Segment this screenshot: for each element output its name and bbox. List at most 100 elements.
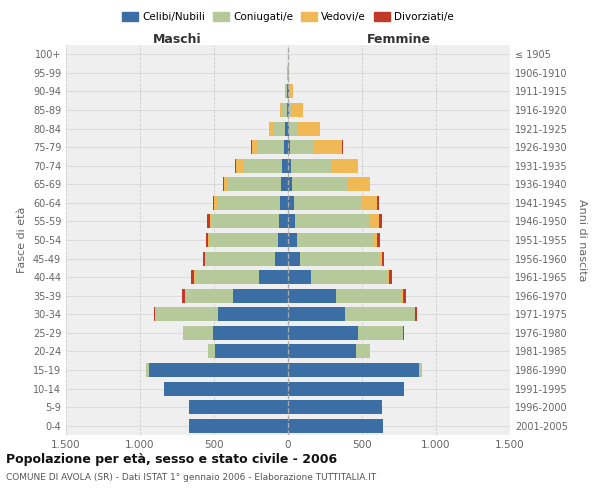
Bar	[283, 103, 287, 117]
Bar	[382, 252, 384, 266]
Bar	[223, 178, 224, 191]
Bar	[296, 233, 373, 247]
Bar	[280, 196, 288, 210]
Y-axis label: Fasce di età: Fasce di età	[17, 207, 27, 273]
Bar	[288, 140, 290, 154]
Bar	[288, 270, 311, 284]
Bar	[251, 140, 257, 154]
Bar	[283, 159, 288, 172]
Bar	[377, 233, 380, 247]
Bar	[286, 84, 287, 98]
Bar	[205, 252, 206, 266]
Bar	[194, 270, 195, 284]
Bar	[288, 196, 293, 210]
Bar	[203, 252, 205, 266]
Text: COMUNE DI AVOLA (SR) - Dati ISTAT 1° gennaio 2006 - Elaborazione TUTTITALIA.IT: COMUNE DI AVOLA (SR) - Dati ISTAT 1° gen…	[6, 472, 376, 482]
Bar	[288, 419, 383, 432]
Legend: Celibi/Nubili, Coniugati/e, Vedovi/e, Divorziati/e: Celibi/Nubili, Coniugati/e, Vedovi/e, Di…	[120, 10, 456, 24]
Bar	[347, 178, 370, 191]
Bar	[189, 419, 288, 432]
Bar	[290, 140, 313, 154]
Bar	[286, 122, 288, 136]
Bar	[370, 214, 379, 228]
Bar	[269, 122, 274, 136]
Bar	[206, 214, 209, 228]
Bar	[284, 140, 288, 154]
Bar	[389, 270, 392, 284]
Bar	[146, 363, 149, 377]
Bar	[229, 178, 281, 191]
Bar	[257, 140, 284, 154]
Text: Femmine: Femmine	[367, 33, 431, 46]
Bar	[164, 382, 288, 396]
Bar	[274, 122, 286, 136]
Bar	[293, 196, 362, 210]
Bar	[195, 270, 259, 284]
Bar	[373, 233, 377, 247]
Bar	[288, 344, 356, 358]
Bar	[281, 178, 288, 191]
Bar	[243, 159, 283, 172]
Bar	[288, 326, 358, 340]
Bar	[155, 308, 218, 322]
Bar	[290, 159, 331, 172]
Text: Popolazione per età, sesso e stato civile - 2006: Popolazione per età, sesso e stato civil…	[6, 452, 337, 466]
Y-axis label: Anni di nascita: Anni di nascita	[577, 198, 587, 281]
Bar	[280, 103, 283, 117]
Bar	[278, 233, 288, 247]
Bar	[288, 233, 296, 247]
Bar	[235, 159, 236, 172]
Bar	[218, 308, 288, 322]
Bar	[288, 400, 382, 414]
Bar	[214, 196, 217, 210]
Bar	[288, 289, 336, 302]
Bar	[402, 289, 403, 302]
Bar	[211, 214, 280, 228]
Bar	[311, 270, 387, 284]
Bar	[379, 252, 382, 266]
Bar	[212, 326, 288, 340]
Bar	[182, 326, 184, 340]
Bar	[275, 252, 288, 266]
Bar	[191, 270, 194, 284]
Bar	[288, 122, 289, 136]
Bar	[288, 214, 295, 228]
Bar	[185, 289, 233, 302]
Bar	[289, 84, 293, 98]
Bar	[313, 140, 343, 154]
Bar	[387, 270, 389, 284]
Bar	[217, 196, 280, 210]
Bar	[224, 178, 229, 191]
Bar	[298, 122, 320, 136]
Bar	[287, 84, 288, 98]
Bar	[415, 308, 417, 322]
Bar	[336, 289, 402, 302]
Bar	[189, 400, 288, 414]
Bar	[288, 178, 292, 191]
Bar	[149, 363, 288, 377]
Bar	[209, 233, 278, 247]
Bar	[295, 214, 370, 228]
Bar	[280, 214, 288, 228]
Bar	[288, 159, 290, 172]
Bar	[288, 363, 419, 377]
Bar	[358, 326, 403, 340]
Bar	[154, 308, 155, 322]
Bar	[288, 382, 404, 396]
Bar	[362, 196, 377, 210]
Bar	[377, 196, 379, 210]
Bar	[292, 178, 347, 191]
Bar	[209, 214, 211, 228]
Bar	[403, 326, 404, 340]
Bar	[184, 326, 212, 340]
Bar	[208, 233, 209, 247]
Bar	[356, 344, 370, 358]
Bar	[206, 252, 275, 266]
Bar	[236, 159, 243, 172]
Bar	[182, 289, 185, 302]
Bar	[287, 103, 288, 117]
Bar	[288, 252, 299, 266]
Bar	[289, 122, 298, 136]
Bar	[233, 289, 288, 302]
Bar	[299, 252, 379, 266]
